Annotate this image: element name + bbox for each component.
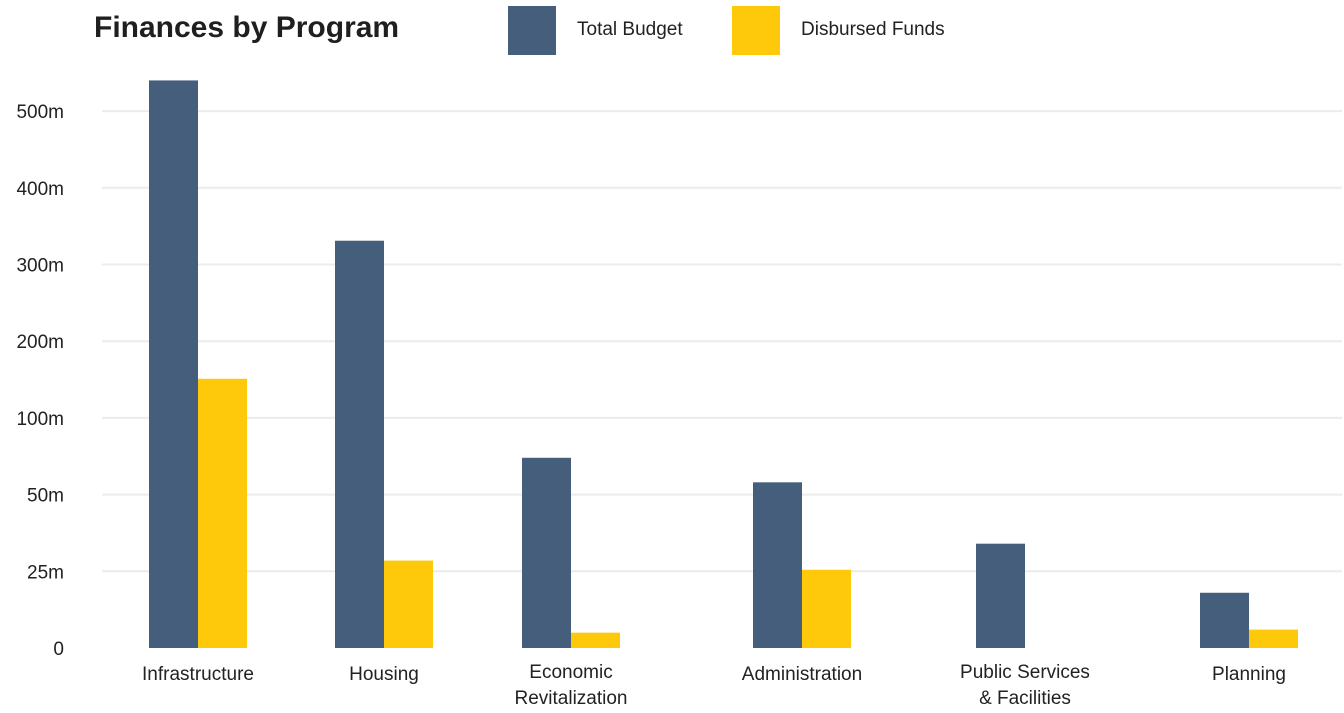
bar-total-budget[interactable] <box>976 543 1025 648</box>
y-axis: 0 25m 50m 100m 200m 300m 400m 500m <box>16 102 64 660</box>
bar-disbursed-funds[interactable] <box>198 378 247 648</box>
x-category-label: Infrastructure <box>142 664 254 685</box>
bar-total-budget[interactable] <box>335 240 384 648</box>
chart-title: Finances by Program <box>94 11 400 44</box>
bar-disbursed-funds[interactable] <box>571 632 620 648</box>
legend-swatch-total-budget <box>508 6 556 55</box>
y-tick-label: 0 <box>53 639 64 660</box>
x-category-label: Administration <box>742 664 862 685</box>
y-tick-label: 500m <box>16 102 64 123</box>
x-category-label: Economic Revitalization <box>515 662 628 709</box>
legend-swatch-disbursed-funds <box>732 6 780 55</box>
bar-total-budget[interactable] <box>522 457 571 648</box>
y-tick-label: 100m <box>16 409 64 430</box>
y-tick-label: 400m <box>16 179 64 200</box>
y-tick-label: 200m <box>16 332 64 353</box>
bar-disbursed-funds[interactable] <box>1249 629 1298 648</box>
x-axis: Infrastructure Housing Economic Revitalizat… <box>142 662 1286 709</box>
bar-total-budget[interactable] <box>753 482 802 648</box>
y-tick-label: 50m <box>27 486 64 507</box>
x-category-label: Public Services & Facilities <box>960 662 1090 709</box>
y-tick-label: 25m <box>27 562 64 583</box>
bar-total-budget[interactable] <box>149 80 198 649</box>
legend-label-disbursed-funds: Disbursed Funds <box>801 19 945 40</box>
bar-disbursed-funds[interactable] <box>384 560 433 648</box>
gridlines <box>102 110 1342 573</box>
bar-disbursed-funds[interactable] <box>802 569 851 648</box>
y-tick-label: 300m <box>16 256 64 277</box>
bar-total-budget[interactable] <box>1200 592 1249 648</box>
x-category-label: Housing <box>349 664 419 685</box>
bars <box>149 80 1298 649</box>
legend-label-total-budget: Total Budget <box>577 19 683 40</box>
x-category-label: Planning <box>1212 664 1286 685</box>
